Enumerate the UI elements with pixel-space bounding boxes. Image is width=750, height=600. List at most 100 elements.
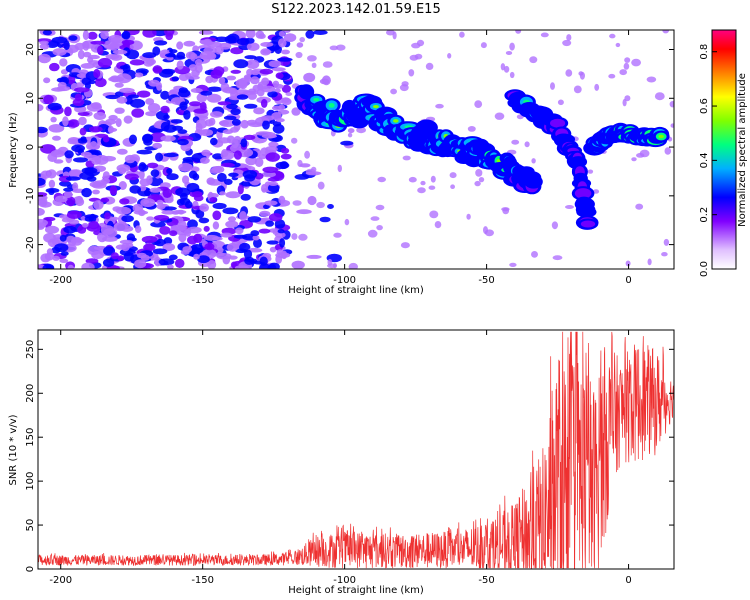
noise-blob: [163, 30, 175, 36]
noise-blob: [253, 107, 265, 115]
noise-blob: [193, 253, 200, 260]
noise-blob: [85, 258, 99, 264]
heatmap-frame: [37, 29, 675, 270]
noise-blob: [43, 77, 51, 84]
noise-blob: [64, 106, 72, 117]
noise-blob: [230, 69, 242, 74]
x-tick-label: 0: [625, 575, 631, 586]
noise-blob: [268, 141, 279, 148]
noise-blob: [509, 71, 515, 79]
noise-blob: [622, 98, 627, 107]
noise-blob: [79, 171, 95, 180]
noise-blob: [303, 72, 316, 83]
noise-blob: [101, 178, 110, 184]
noise-blob: [242, 90, 259, 95]
heatmap-y-ticks: 20 10 0 -10 -20: [25, 43, 674, 253]
heatmap-x-ticks: -200 -150 -100 -50 0: [49, 30, 632, 286]
noise-blob: [551, 221, 559, 230]
noise-blob: [77, 111, 90, 116]
noise-blob: [63, 225, 77, 234]
noise-blob: [48, 124, 65, 133]
noise-blob: [87, 245, 101, 256]
noise-blob: [557, 99, 564, 106]
noise-blob: [278, 38, 287, 48]
noise-blob: [292, 200, 302, 206]
noise-blob: [291, 233, 298, 240]
colorbar: [711, 29, 737, 270]
noise-blob: [416, 39, 425, 47]
noise-blob: [409, 54, 419, 61]
noise-blob: [321, 75, 331, 86]
noise-blob: [281, 97, 291, 103]
y-tick-label: 0: [25, 566, 36, 572]
noise-blob: [234, 265, 249, 269]
noise-blob: [317, 181, 325, 190]
noise-blob: [44, 225, 60, 234]
noise-blob: [121, 39, 135, 46]
noise-blob: [113, 222, 127, 232]
noise-blob: [58, 214, 69, 219]
noise-blob: [225, 220, 239, 228]
noise-blob: [272, 123, 285, 134]
noise-blob: [246, 59, 260, 69]
noise-blob: [259, 256, 268, 266]
noise-blob: [186, 182, 200, 193]
noise-blob: [86, 102, 102, 112]
noise-blob: [608, 73, 616, 79]
noise-blob: [168, 254, 178, 261]
noise-blob: [207, 260, 217, 269]
noise-blob: [54, 243, 69, 253]
noise-blob: [209, 197, 217, 203]
noise-blob: [220, 150, 235, 160]
noise-blob: [390, 88, 397, 95]
noise-blob: [160, 135, 176, 142]
noise-blob: [176, 109, 186, 116]
noise-blob: [562, 39, 572, 47]
noise-blob: [187, 235, 198, 245]
noise-blob: [244, 103, 258, 109]
noise-blob: [623, 62, 630, 70]
noise-blob: [340, 140, 354, 146]
noise-blob: [226, 75, 237, 81]
noise-blob: [167, 264, 174, 269]
snr-frame: [37, 329, 675, 570]
snr-y-axis-label: SNR (10 * v/v): [8, 414, 19, 485]
noise-blob: [169, 49, 178, 54]
noise-blob: [160, 90, 170, 100]
noise-blob: [347, 128, 355, 134]
noise-blob: [123, 251, 135, 262]
noise-blob: [81, 187, 92, 198]
noise-blob: [72, 182, 79, 192]
snr-x-axis-label: Height of straight line (km): [288, 585, 424, 596]
noise-blob: [420, 180, 426, 186]
noise-blob: [217, 172, 227, 182]
noise-blob: [277, 57, 293, 62]
noise-blob: [124, 154, 136, 164]
noise-blob: [166, 173, 179, 181]
noise-blob: [466, 213, 471, 220]
noise-blob: [311, 166, 317, 173]
noise-blob: [47, 102, 62, 111]
noise-blob: [228, 172, 239, 177]
noise-blob: [370, 216, 380, 221]
noise-blob: [265, 152, 280, 162]
noise-blob: [226, 242, 239, 252]
x-tick-label: -150: [191, 575, 214, 586]
noise-blob: [174, 258, 185, 268]
noise-blob: [160, 105, 170, 114]
noise-blob: [199, 129, 214, 137]
noise-blob: [425, 62, 434, 70]
noise-blob: [161, 68, 176, 75]
noise-blob: [239, 211, 247, 221]
colorbar-tick-label: 0.8: [699, 44, 710, 60]
page-title: S122.2023.142.01.59.E15: [271, 2, 441, 17]
noise-blob: [236, 94, 249, 100]
noise-blob: [156, 110, 169, 120]
noise-blob: [375, 204, 385, 211]
x-tick-label: -200: [49, 275, 72, 286]
noise-blob: [275, 72, 284, 79]
noise-blob: [277, 109, 290, 115]
noise-blob: [327, 258, 333, 266]
noise-blob: [190, 166, 200, 172]
noise-blob: [197, 255, 210, 264]
